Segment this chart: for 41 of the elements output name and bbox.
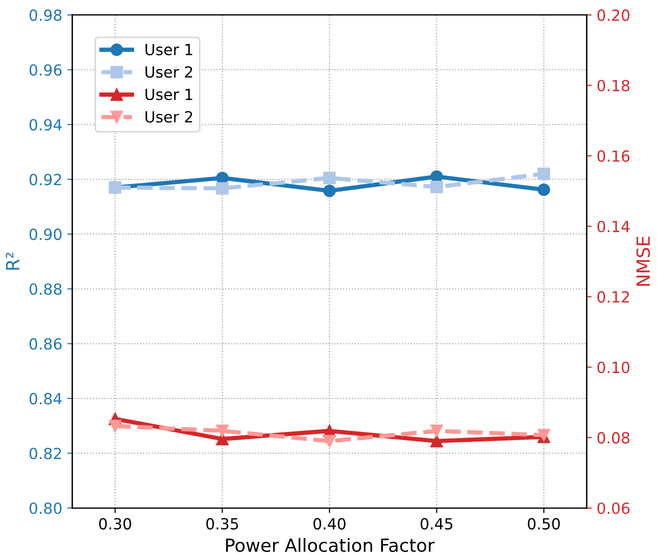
y-tick-label: 0.84 — [30, 392, 62, 404]
legend-label: User 2 — [146, 66, 192, 78]
legend-label: User 2 — [146, 111, 192, 123]
x-tick-label: 0.45 — [420, 518, 452, 530]
point — [430, 434, 443, 448]
legend-label: User 1 — [146, 44, 192, 56]
y-tick-label: 0.80 — [30, 502, 62, 514]
point — [538, 168, 550, 180]
y-tick-label: 0.92 — [30, 174, 62, 186]
y2-tick-label: 0.06 — [597, 502, 630, 514]
point — [216, 182, 229, 195]
y-tick-label: 0.82 — [30, 448, 62, 460]
point — [323, 172, 336, 184]
y-tick-label: 0.98 — [30, 9, 62, 21]
y-tick-label: 0.88 — [30, 283, 62, 295]
y2-tick-label: 0.18 — [597, 80, 630, 92]
legend-label: User 1 — [146, 88, 192, 100]
x-tick-label: 0.40 — [313, 518, 346, 530]
point — [430, 180, 443, 194]
x-tick-label: 0.35 — [206, 518, 238, 530]
y2-tick-label: 0.12 — [597, 291, 629, 303]
y2-tick-label: 0.10 — [597, 362, 630, 374]
point — [430, 424, 443, 438]
y-tick-label: 0.96 — [30, 64, 62, 76]
y-tick-label: 0.90 — [30, 228, 62, 240]
point — [323, 434, 336, 448]
y2-tick-label: 0.14 — [597, 220, 630, 232]
y2-tick-label: 0.16 — [597, 150, 630, 162]
y-tick-label: 0.86 — [30, 338, 62, 350]
point — [538, 183, 550, 196]
y-axis-title: R² — [6, 252, 20, 270]
y2-axis-title: NMSE — [636, 236, 650, 286]
y2-tick-label: 0.20 — [597, 9, 630, 21]
point — [216, 424, 229, 438]
y-tick-label: 0.94 — [30, 118, 62, 131]
x-tick-label: 0.30 — [99, 518, 132, 530]
x-axis-title: Power Allocation Factor — [226, 538, 435, 552]
y2-tick-label: 0.08 — [597, 432, 630, 444]
point — [323, 184, 336, 198]
x-tick-label: 0.50 — [528, 518, 560, 530]
point — [108, 420, 122, 432]
